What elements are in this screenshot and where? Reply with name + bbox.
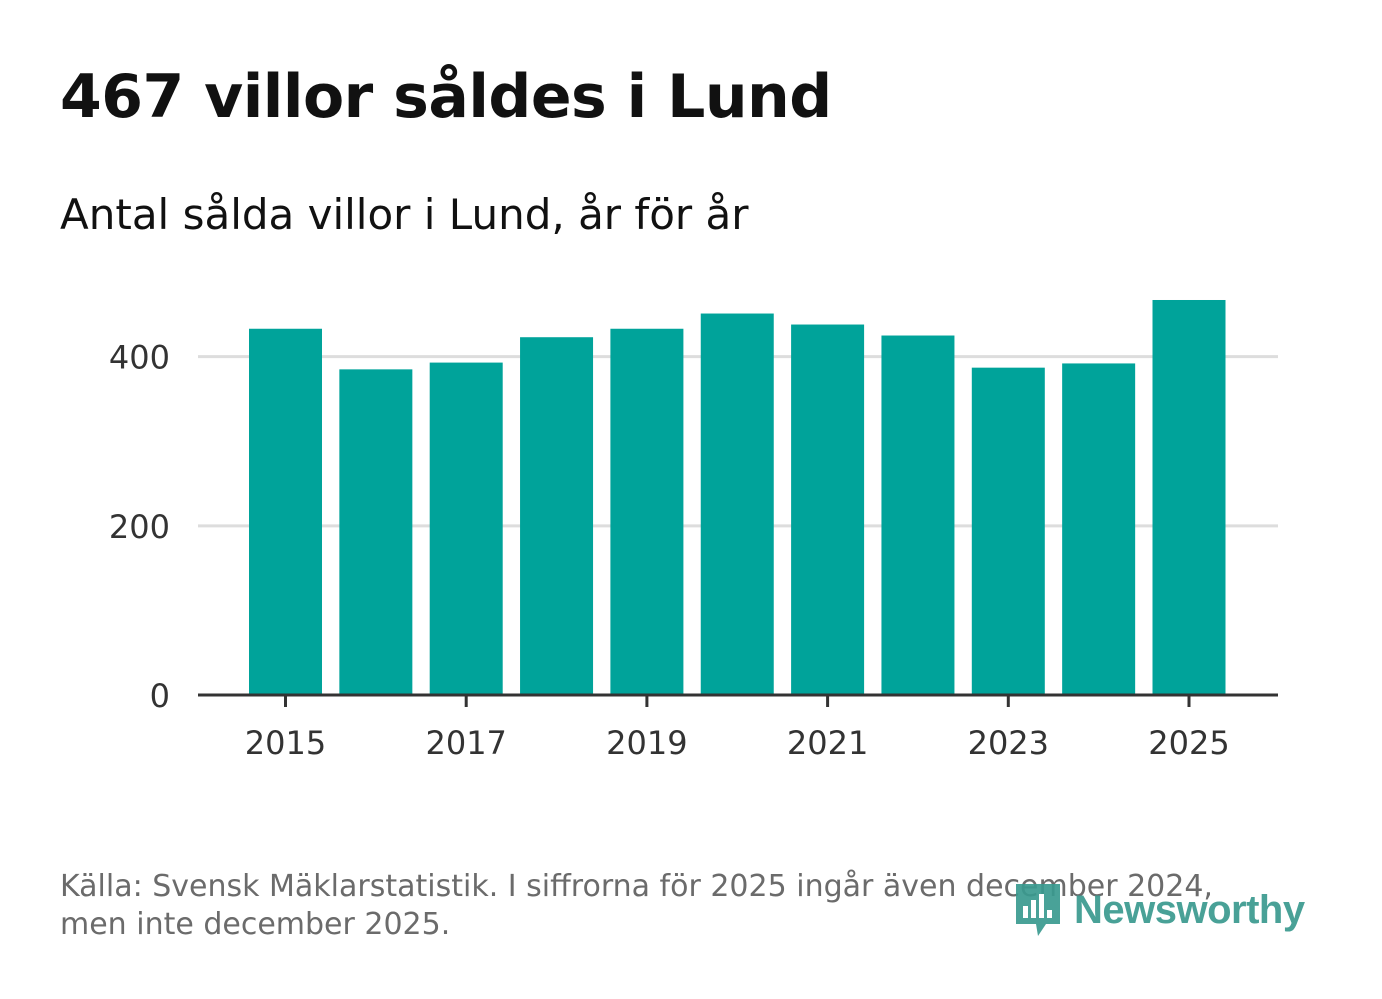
y-tick-label-200: 200 <box>109 508 170 546</box>
x-axis <box>198 693 1278 707</box>
bar-2018 <box>520 337 594 695</box>
x-tick-label-2023: 2023 <box>968 724 1049 762</box>
bar-2022 <box>881 335 955 695</box>
bar-2016 <box>339 369 413 695</box>
bar-2024 <box>1062 363 1136 695</box>
y-tick-label-400: 400 <box>109 339 170 377</box>
x-tick-label-2025: 2025 <box>1148 724 1229 762</box>
bar-2021 <box>791 324 865 695</box>
bar-2023 <box>971 367 1045 695</box>
y-tick-label-0: 0 <box>150 677 170 715</box>
newsworthy-logo: Newsworthy <box>1012 880 1305 940</box>
x-tick-label-2017: 2017 <box>425 724 506 762</box>
bar-2015 <box>249 328 322 695</box>
page-title: 467 villor såldes i Lund <box>60 62 832 132</box>
newsworthy-logo-text: Newsworthy <box>1074 887 1305 932</box>
bar-2020 <box>700 313 774 695</box>
bar-2025 <box>1152 299 1226 695</box>
source-line-2: men inte december 2025. <box>60 907 451 942</box>
bar-2019 <box>610 328 684 695</box>
newsworthy-logo-icon <box>1016 884 1060 936</box>
tick-labels: 0 200 400 2015 2017 2019 2021 2023 2025 <box>109 339 1230 762</box>
x-tick-label-2019: 2019 <box>606 724 687 762</box>
bars <box>249 299 1226 695</box>
x-tick-label-2021: 2021 <box>787 724 868 762</box>
x-tick-label-2015: 2015 <box>245 724 326 762</box>
bar-2017 <box>429 362 503 695</box>
page-subtitle: Antal sålda villor i Lund, år för år <box>60 190 749 239</box>
